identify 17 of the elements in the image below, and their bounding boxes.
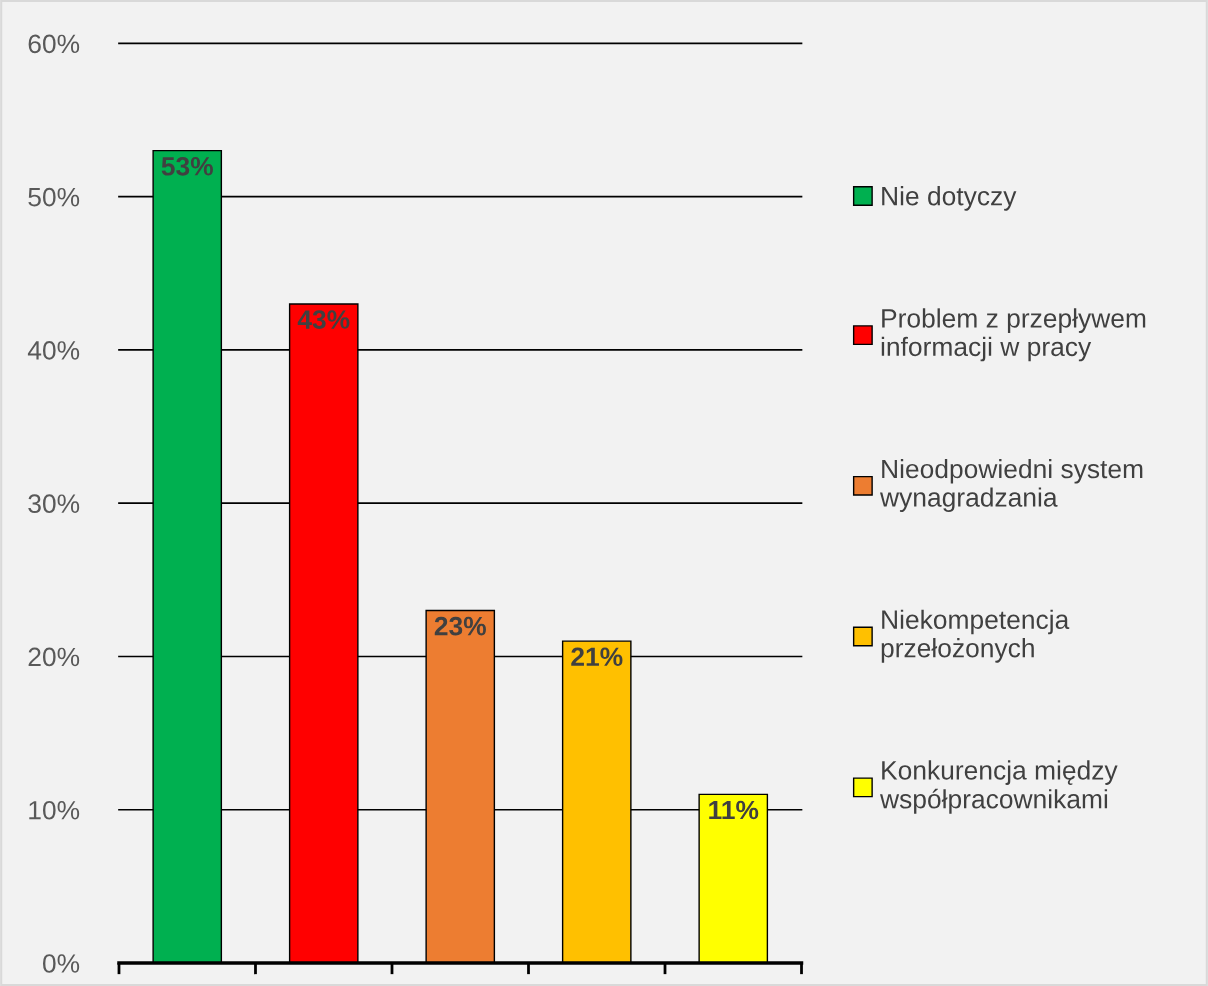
text: 11% bbox=[709, 800, 759, 820]
y-tick-label: 30% bbox=[28, 494, 80, 514]
text: 21% bbox=[571, 647, 623, 667]
legend-label: Nie dotyczy bbox=[882, 186, 1017, 211]
y-tick-label: 10% bbox=[29, 800, 80, 820]
text: 23% bbox=[434, 616, 486, 636]
legend-label: Problem z przepływem informacji w pracy bbox=[881, 308, 1146, 362]
text: 53% bbox=[161, 156, 213, 176]
y-tick-label: 50% bbox=[28, 187, 80, 207]
y-tick-label: 20% bbox=[28, 647, 80, 667]
legend-label: Nieodpowiedni system wynagradzania bbox=[880, 458, 1143, 512]
y-tick-label: 0% bbox=[42, 954, 80, 973]
y-tick-label: 60% bbox=[28, 34, 80, 54]
text: 43% bbox=[297, 310, 350, 329]
legend-label: Konkurencja między współpracownikami bbox=[880, 760, 1118, 814]
y-tick-label: 40% bbox=[27, 341, 80, 360]
legend-label: Niekompetencja przełożonych bbox=[881, 609, 1070, 663]
